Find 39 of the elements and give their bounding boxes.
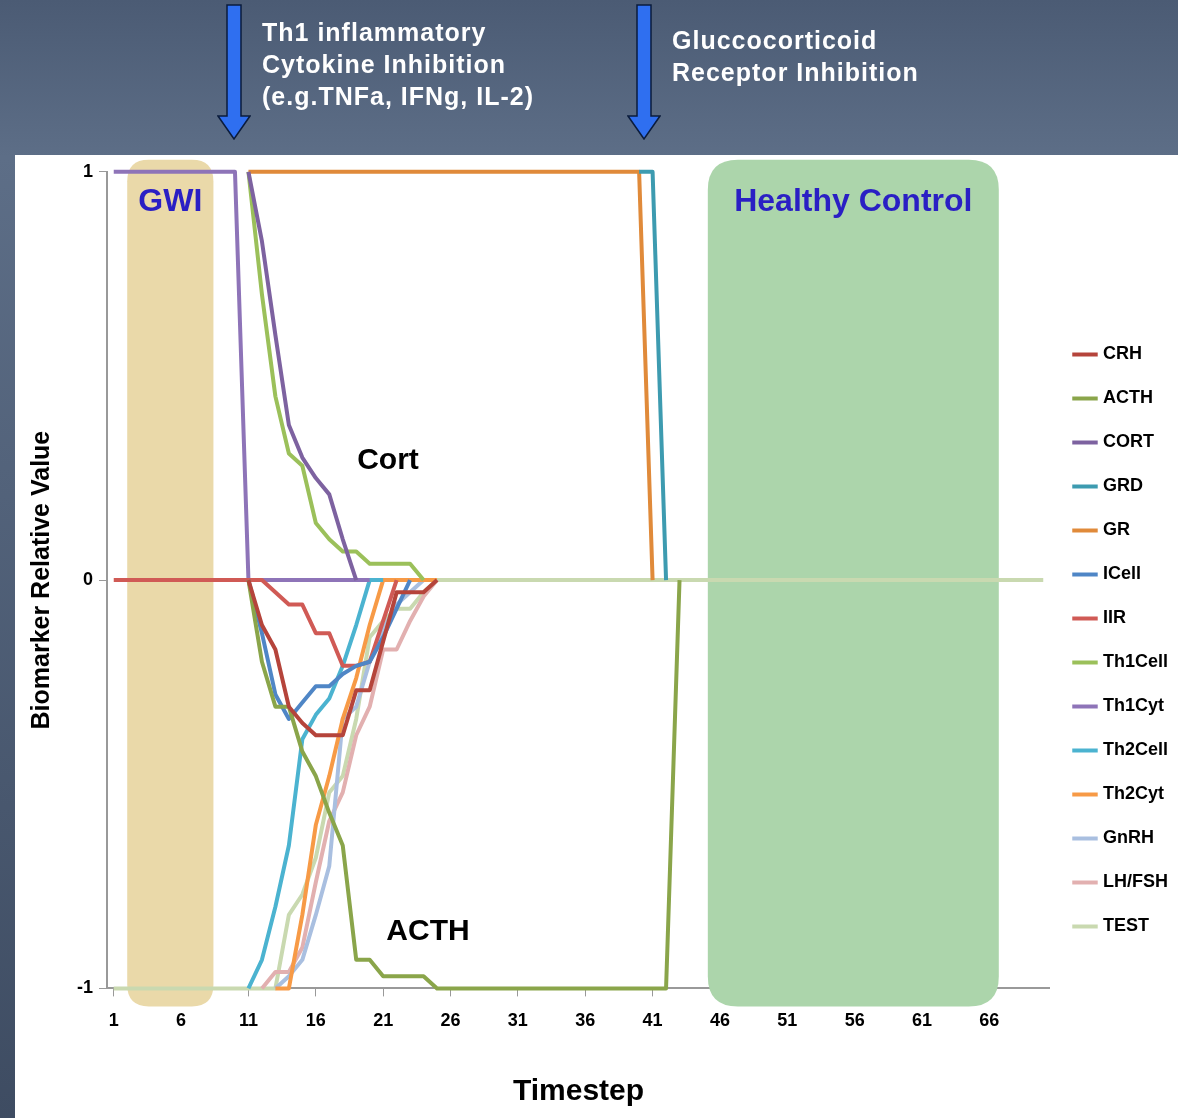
legend-label: Th1Cyt [1102, 695, 1164, 716]
y-tick-label: 1 [82, 160, 93, 181]
y-tick-label: -1 [76, 977, 93, 998]
annotation: Cort [357, 442, 419, 476]
x-tick-label: 36 [575, 1010, 596, 1031]
y-tick-label: 0 [82, 569, 93, 590]
x-tick-label: 66 [979, 1010, 1000, 1031]
x-tick-label: 31 [507, 1010, 528, 1031]
x-tick-label: 21 [373, 1010, 394, 1031]
band-label: Healthy Control [734, 181, 973, 218]
legend-label: Th1Cell [1102, 651, 1168, 672]
legend-label: ACTH [1102, 387, 1153, 408]
legend-label: TEST [1102, 915, 1149, 936]
legend-label: GR [1102, 519, 1130, 540]
x-tick-label: 41 [642, 1010, 663, 1031]
text: Gluccocorticoid Receptor Inhibition [672, 25, 920, 88]
text: Th1 inflammatory Cytokine Inhibition (e.g.TNFa, IFNg, IL-2) [262, 17, 535, 112]
legend-label: CRH [1102, 343, 1142, 364]
legend-label: GRD [1102, 475, 1143, 496]
x-tick-label: 1 [108, 1010, 119, 1031]
legend-label: LH/FSH [1102, 871, 1168, 892]
x-tick-label: 46 [709, 1010, 730, 1031]
legend-label: Th2Cyt [1102, 783, 1164, 804]
legend-label: IIR [1102, 607, 1126, 628]
legend-label: Th2Cell [1102, 739, 1168, 760]
x-tick-label: 11 [238, 1010, 258, 1031]
annotation: ACTH [386, 913, 470, 947]
legend-label: ICell [1102, 563, 1141, 584]
x-tick-label: 6 [176, 1010, 187, 1031]
x-tick-label: 26 [440, 1010, 461, 1031]
band-label: GWI [138, 181, 203, 218]
x-axis-title: Timestep [512, 1073, 645, 1107]
y-axis-title: Biomarker Relative Value [25, 430, 54, 730]
legend-label: GnRH [1102, 827, 1154, 848]
x-tick-label: 16 [305, 1010, 326, 1031]
x-tick-label: 56 [844, 1010, 865, 1031]
x-tick-label: 61 [912, 1010, 933, 1031]
x-tick-label: 51 [777, 1010, 798, 1031]
legend-label: CORT [1102, 431, 1154, 452]
